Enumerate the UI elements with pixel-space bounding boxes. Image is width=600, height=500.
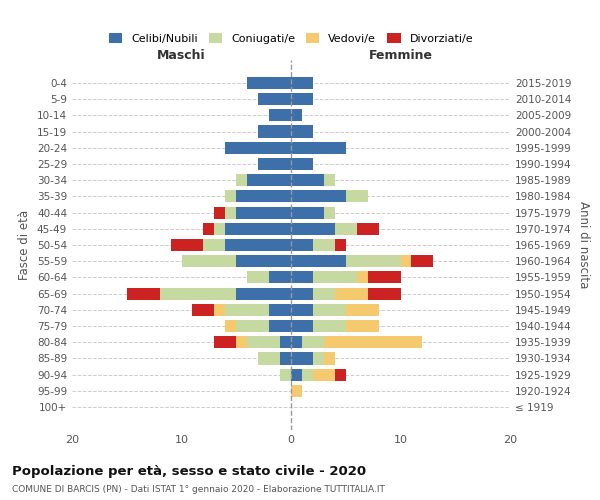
Bar	[127, 288, 160, 300]
Bar	[269, 320, 291, 332]
Bar	[346, 304, 379, 316]
Bar	[291, 352, 313, 364]
Y-axis label: Fasce di età: Fasce di età	[19, 210, 31, 280]
Bar	[280, 352, 291, 364]
Bar	[214, 336, 236, 348]
Bar	[401, 255, 412, 268]
Bar	[324, 174, 335, 186]
Bar	[324, 352, 335, 364]
Bar	[291, 190, 346, 202]
Bar	[313, 272, 356, 283]
Bar	[226, 222, 291, 235]
Text: Popolazione per età, sesso e stato civile - 2020: Popolazione per età, sesso e stato civil…	[12, 465, 366, 478]
Bar	[170, 239, 203, 251]
Bar	[291, 368, 302, 381]
Bar	[226, 206, 236, 218]
Text: Maschi: Maschi	[157, 49, 206, 62]
Bar	[193, 304, 214, 316]
Bar	[291, 158, 313, 170]
Bar	[226, 304, 269, 316]
Bar	[203, 239, 226, 251]
Bar	[269, 272, 291, 283]
Bar	[324, 206, 335, 218]
Legend: Celibi/Nubili, Coniugati/e, Vedovi/e, Divorziati/e: Celibi/Nubili, Coniugati/e, Vedovi/e, Di…	[104, 28, 478, 48]
Bar	[269, 109, 291, 122]
Bar	[335, 288, 368, 300]
Bar	[335, 222, 356, 235]
Bar	[203, 222, 214, 235]
Bar	[302, 368, 313, 381]
Y-axis label: Anni di nascita: Anni di nascita	[577, 202, 590, 288]
Bar	[226, 239, 291, 251]
Bar	[214, 304, 226, 316]
Bar	[291, 222, 335, 235]
Bar	[335, 368, 346, 381]
Bar	[258, 352, 280, 364]
Bar	[356, 272, 368, 283]
Bar	[269, 304, 291, 316]
Bar	[182, 255, 236, 268]
Bar	[368, 288, 401, 300]
Bar	[335, 239, 346, 251]
Text: Femmine: Femmine	[368, 49, 433, 62]
Bar	[247, 77, 291, 89]
Bar	[313, 288, 335, 300]
Bar	[291, 93, 313, 105]
Bar	[160, 288, 236, 300]
Bar	[291, 304, 313, 316]
Bar	[236, 336, 247, 348]
Bar	[258, 126, 291, 138]
Bar	[412, 255, 433, 268]
Bar	[247, 272, 269, 283]
Bar	[226, 320, 236, 332]
Bar	[291, 336, 302, 348]
Bar	[214, 206, 226, 218]
Bar	[280, 336, 291, 348]
Bar	[313, 320, 346, 332]
Bar	[291, 320, 313, 332]
Bar	[346, 190, 368, 202]
Text: COMUNE DI BARCIS (PN) - Dati ISTAT 1° gennaio 2020 - Elaborazione TUTTITALIA.IT: COMUNE DI BARCIS (PN) - Dati ISTAT 1° ge…	[12, 485, 385, 494]
Bar	[313, 304, 346, 316]
Bar	[291, 77, 313, 89]
Bar	[302, 336, 324, 348]
Bar	[324, 336, 422, 348]
Bar	[258, 93, 291, 105]
Bar	[291, 206, 324, 218]
Bar	[291, 288, 313, 300]
Bar	[236, 320, 269, 332]
Bar	[214, 222, 226, 235]
Bar	[346, 255, 401, 268]
Bar	[356, 222, 379, 235]
Bar	[258, 158, 291, 170]
Bar	[313, 368, 335, 381]
Bar	[291, 272, 313, 283]
Bar	[291, 255, 346, 268]
Bar	[346, 320, 379, 332]
Bar	[291, 142, 346, 154]
Bar	[291, 126, 313, 138]
Bar	[236, 255, 291, 268]
Bar	[247, 174, 291, 186]
Bar	[291, 109, 302, 122]
Bar	[247, 336, 280, 348]
Bar	[313, 239, 335, 251]
Bar	[226, 190, 236, 202]
Bar	[291, 239, 313, 251]
Bar	[236, 174, 247, 186]
Bar	[291, 385, 302, 397]
Bar	[226, 142, 291, 154]
Bar	[236, 288, 291, 300]
Bar	[280, 368, 291, 381]
Bar	[291, 174, 324, 186]
Bar	[368, 272, 401, 283]
Bar	[313, 352, 324, 364]
Bar	[236, 190, 291, 202]
Bar	[236, 206, 291, 218]
